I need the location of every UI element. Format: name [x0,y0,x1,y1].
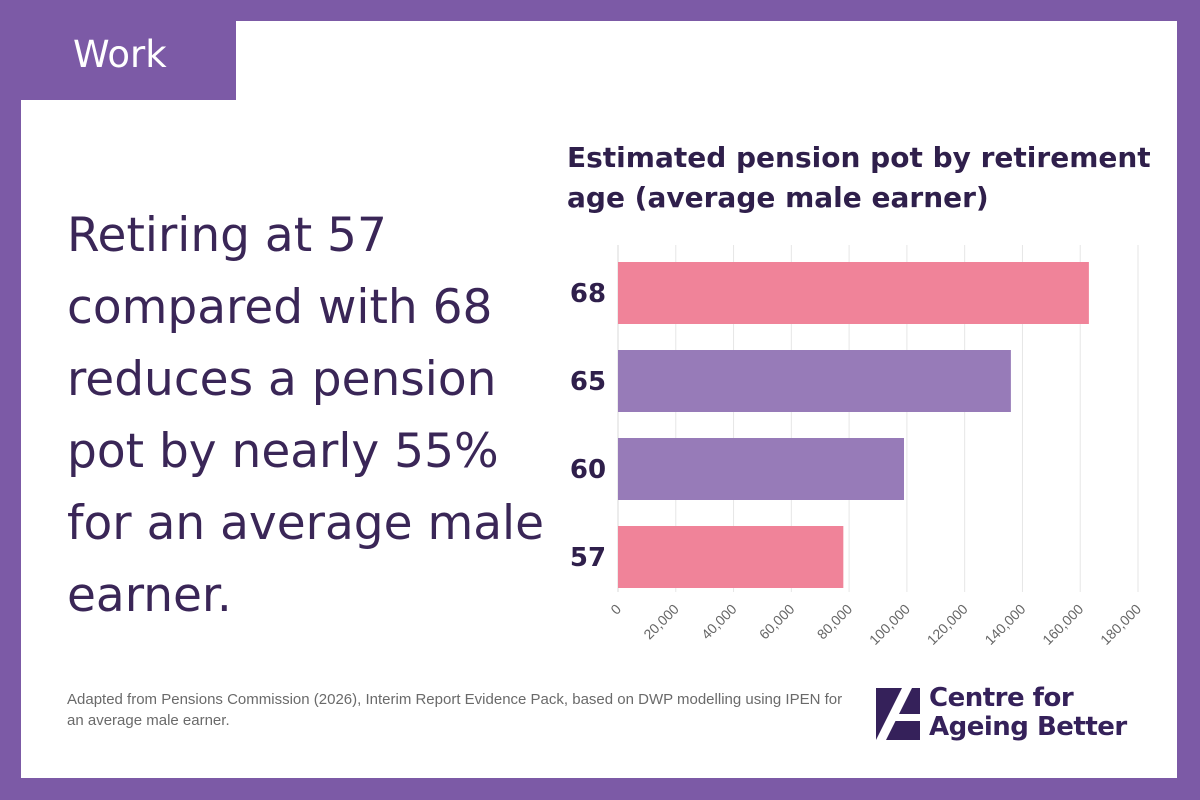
category-label: 57 [570,543,606,573]
x-tick-label: 140,000 [981,601,1028,648]
x-tick-label: 80,000 [814,601,856,643]
x-tick-label: 20,000 [640,601,682,643]
ageing-better-logo-icon [876,688,920,740]
headline: Retiring at 57 compared with 68 reduces … [67,208,544,623]
source-note: Adapted from Pensions Commission (2026),… [67,691,843,729]
bar [618,350,1011,412]
category-label: 65 [570,367,606,397]
logo-line-1: Centre for [929,683,1074,713]
category-tag-label: Work [73,33,167,76]
x-tick-label: 180,000 [1097,601,1144,648]
logo-line-2: Ageing Better [929,712,1127,742]
x-tick-label: 160,000 [1039,601,1086,648]
category-label: 68 [570,279,606,309]
x-tick-label: 40,000 [698,601,740,643]
x-tick-label: 0 [607,601,624,618]
bar [618,526,844,588]
chart-title: Estimated pension pot by retirement age … [567,141,1151,214]
x-tick-label: 100,000 [866,601,913,648]
logo-wordmark: Centre for Ageing Better [929,684,1127,742]
bar-chart: 68 65 60 57 0 20,000 40,000 60,000 80,000 100,000… [570,245,1144,648]
category-label: 60 [570,455,606,485]
x-tick-label: 60,000 [756,601,798,643]
category-tag: Work [21,21,236,100]
x-tick-label: 120,000 [924,601,971,648]
bar [618,438,904,500]
bar [618,262,1089,324]
logo: Centre for Ageing Better [876,684,1166,744]
